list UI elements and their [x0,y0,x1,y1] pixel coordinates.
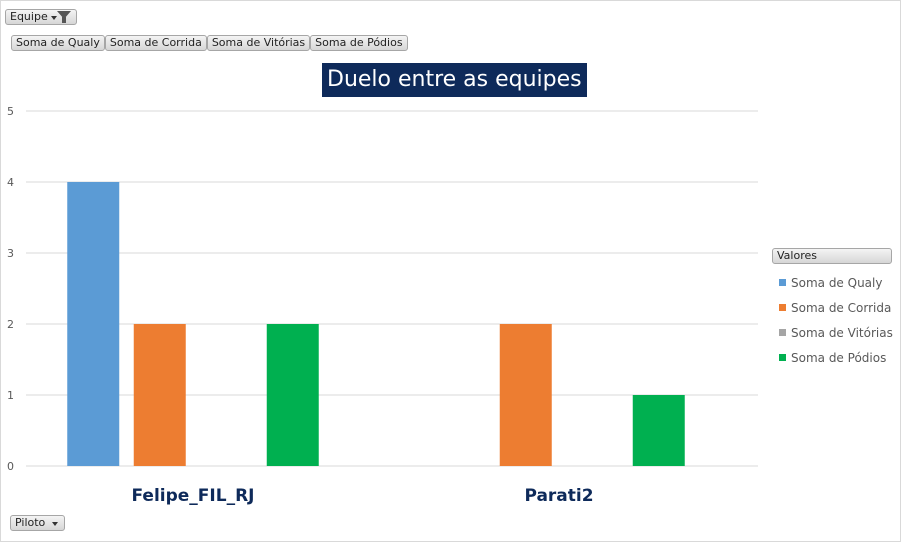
legend-valores-button[interactable]: Valores [772,248,892,264]
legend-entry: Soma de Corrida [772,295,893,320]
y-tick-label: 2 [7,318,14,331]
equipe-filter-button[interactable]: Equipe [5,9,77,25]
legend: Valores Soma de Qualy Soma de Corrida Soma… [772,248,893,370]
legend-entry: Soma de Pódios [772,345,893,370]
axis-field-label: Piloto [15,516,46,529]
bar [67,182,120,466]
legend-label: Soma de Corrida [791,300,892,315]
field-button-vitorias[interactable]: Soma de Vitórias [206,35,311,51]
value-field-buttons: Soma de Qualy Soma de Corrida Soma de Vi… [11,35,408,51]
bar [266,324,319,466]
filter-funnel-icon [57,11,71,23]
legend-swatch [779,279,786,286]
bar [632,395,685,466]
chart-title: Duelo entre as equipes [322,63,587,97]
piloto-axis-button[interactable]: Piloto [10,515,65,531]
legend-label: Soma de Vitórias [791,325,893,340]
y-tick-label: 4 [7,176,14,189]
y-tick-label: 0 [7,460,14,473]
bar [133,324,186,466]
legend-swatch [779,329,786,336]
legend-swatch [779,354,786,361]
legend-label: Soma de Pódios [791,350,887,365]
legend-swatch [779,304,786,311]
y-tick-label: 3 [7,247,14,260]
legend-label: Soma de Qualy [791,275,883,290]
legend-entry: Soma de Vitórias [772,320,893,345]
legend-entry: Soma de Qualy [772,270,893,295]
y-tick-label: 1 [7,389,14,402]
bar [499,324,552,466]
chevron-down-icon [52,522,58,526]
y-tick-label: 5 [7,105,14,118]
chevron-down-icon [51,16,57,20]
x-tick-label: Felipe_FIL_RJ [132,486,255,506]
x-tick-label: Parati2 [524,486,593,506]
field-button-corrida[interactable]: Soma de Corrida [104,35,207,51]
filter-label: Equipe [10,10,48,23]
field-button-podios[interactable]: Soma de Pódios [310,35,408,51]
field-button-qualy[interactable]: Soma de Qualy [11,35,105,51]
